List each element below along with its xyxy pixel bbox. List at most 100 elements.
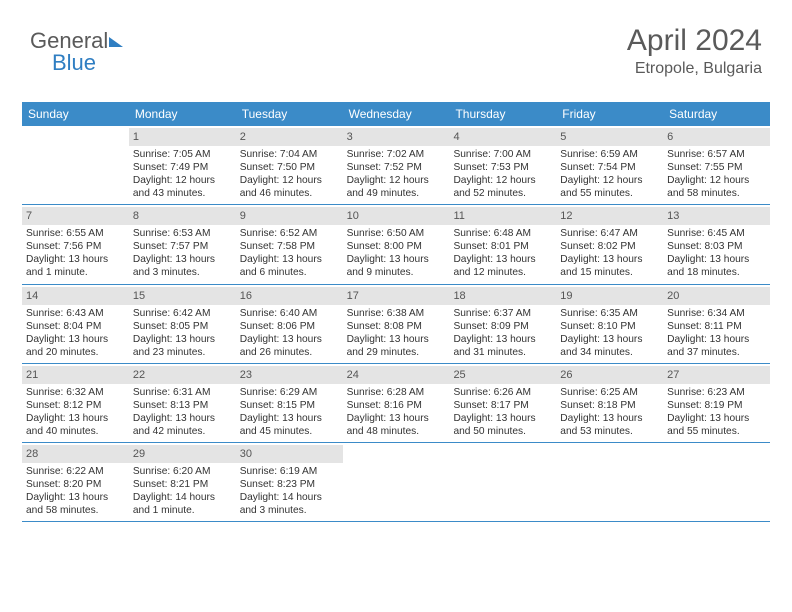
- sunset-text: Sunset: 7:56 PM: [26, 240, 125, 253]
- sunrise-text: Sunrise: 6:38 AM: [347, 307, 446, 320]
- day-cell: 29Sunrise: 6:20 AMSunset: 8:21 PMDayligh…: [129, 443, 236, 521]
- day-cell: [343, 443, 450, 521]
- sunrise-text: Sunrise: 6:19 AM: [240, 465, 339, 478]
- daylight-text: Daylight: 13 hours and 15 minutes.: [560, 253, 659, 279]
- sunset-text: Sunset: 8:13 PM: [133, 399, 232, 412]
- sunrise-text: Sunrise: 6:43 AM: [26, 307, 125, 320]
- sunset-text: Sunset: 8:06 PM: [240, 320, 339, 333]
- sunrise-text: Sunrise: 6:57 AM: [667, 148, 766, 161]
- day-cell: 24Sunrise: 6:28 AMSunset: 8:16 PMDayligh…: [343, 364, 450, 442]
- daylight-text: Daylight: 13 hours and 37 minutes.: [667, 333, 766, 359]
- sunset-text: Sunset: 7:57 PM: [133, 240, 232, 253]
- sunrise-text: Sunrise: 7:00 AM: [453, 148, 552, 161]
- sunset-text: Sunset: 8:04 PM: [26, 320, 125, 333]
- month-title: April 2024: [627, 24, 762, 58]
- day-cell: 1Sunrise: 7:05 AMSunset: 7:49 PMDaylight…: [129, 126, 236, 204]
- dow-friday: Friday: [556, 102, 663, 126]
- daylight-text: Daylight: 13 hours and 31 minutes.: [453, 333, 552, 359]
- sunset-text: Sunset: 8:23 PM: [240, 478, 339, 491]
- daylight-text: Daylight: 13 hours and 26 minutes.: [240, 333, 339, 359]
- sunrise-text: Sunrise: 6:53 AM: [133, 227, 232, 240]
- day-cell: 12Sunrise: 6:47 AMSunset: 8:02 PMDayligh…: [556, 205, 663, 283]
- sunrise-text: Sunrise: 6:26 AM: [453, 386, 552, 399]
- day-number: 12: [556, 207, 663, 225]
- day-number: 5: [556, 128, 663, 146]
- day-number: 17: [343, 287, 450, 305]
- sunset-text: Sunset: 8:02 PM: [560, 240, 659, 253]
- daylight-text: Daylight: 13 hours and 55 minutes.: [667, 412, 766, 438]
- day-cell: 28Sunrise: 6:22 AMSunset: 8:20 PMDayligh…: [22, 443, 129, 521]
- day-number: 18: [449, 287, 556, 305]
- sunrise-text: Sunrise: 6:59 AM: [560, 148, 659, 161]
- dow-wednesday: Wednesday: [343, 102, 450, 126]
- sunrise-text: Sunrise: 6:32 AM: [26, 386, 125, 399]
- day-cell: 22Sunrise: 6:31 AMSunset: 8:13 PMDayligh…: [129, 364, 236, 442]
- daylight-text: Daylight: 13 hours and 20 minutes.: [26, 333, 125, 359]
- day-number: 20: [663, 287, 770, 305]
- sunrise-text: Sunrise: 7:02 AM: [347, 148, 446, 161]
- daylight-text: Daylight: 14 hours and 1 minute.: [133, 491, 232, 517]
- week-row: 28Sunrise: 6:22 AMSunset: 8:20 PMDayligh…: [22, 443, 770, 522]
- week-row: 1Sunrise: 7:05 AMSunset: 7:49 PMDaylight…: [22, 126, 770, 205]
- day-number: 8: [129, 207, 236, 225]
- calendar: Sunday Monday Tuesday Wednesday Thursday…: [22, 102, 770, 522]
- day-cell: 30Sunrise: 6:19 AMSunset: 8:23 PMDayligh…: [236, 443, 343, 521]
- day-number: 10: [343, 207, 450, 225]
- day-number: 21: [22, 366, 129, 384]
- day-cell: 18Sunrise: 6:37 AMSunset: 8:09 PMDayligh…: [449, 285, 556, 363]
- sunset-text: Sunset: 8:01 PM: [453, 240, 552, 253]
- day-cell: 10Sunrise: 6:50 AMSunset: 8:00 PMDayligh…: [343, 205, 450, 283]
- day-number: 7: [22, 207, 129, 225]
- day-number: 23: [236, 366, 343, 384]
- sunrise-text: Sunrise: 6:28 AM: [347, 386, 446, 399]
- sunset-text: Sunset: 8:05 PM: [133, 320, 232, 333]
- day-number: 2: [236, 128, 343, 146]
- day-cell: 8 Sunrise: 6:53 AMSunset: 7:57 PMDaylight…: [129, 205, 236, 283]
- day-number: 22: [129, 366, 236, 384]
- sunset-text: Sunset: 8:17 PM: [453, 399, 552, 412]
- sunset-text: Sunset: 7:49 PM: [133, 161, 232, 174]
- daylight-text: Daylight: 12 hours and 55 minutes.: [560, 174, 659, 200]
- day-number: 24: [343, 366, 450, 384]
- day-number: 26: [556, 366, 663, 384]
- dow-monday: Monday: [129, 102, 236, 126]
- day-number: 25: [449, 366, 556, 384]
- week-row: 7Sunrise: 6:55 AMSunset: 7:56 PMDaylight…: [22, 205, 770, 284]
- sunrise-text: Sunrise: 6:37 AM: [453, 307, 552, 320]
- day-cell: 25Sunrise: 6:26 AMSunset: 8:17 PMDayligh…: [449, 364, 556, 442]
- week-row: 14Sunrise: 6:43 AMSunset: 8:04 PMDayligh…: [22, 285, 770, 364]
- daylight-text: Daylight: 13 hours and 6 minutes.: [240, 253, 339, 279]
- daylight-text: Daylight: 12 hours and 46 minutes.: [240, 174, 339, 200]
- logo-word2: Blue: [52, 50, 123, 76]
- sunrise-text: Sunrise: 6:35 AM: [560, 307, 659, 320]
- sunset-text: Sunset: 8:19 PM: [667, 399, 766, 412]
- day-cell: 11Sunrise: 6:48 AMSunset: 8:01 PMDayligh…: [449, 205, 556, 283]
- daylight-text: Daylight: 13 hours and 9 minutes.: [347, 253, 446, 279]
- sunrise-text: Sunrise: 6:23 AM: [667, 386, 766, 399]
- day-cell: 5Sunrise: 6:59 AMSunset: 7:54 PMDaylight…: [556, 126, 663, 204]
- day-cell: 4Sunrise: 7:00 AMSunset: 7:53 PMDaylight…: [449, 126, 556, 204]
- sunrise-text: Sunrise: 7:04 AM: [240, 148, 339, 161]
- sunrise-text: Sunrise: 6:25 AM: [560, 386, 659, 399]
- day-number: 15: [129, 287, 236, 305]
- sunset-text: Sunset: 8:21 PM: [133, 478, 232, 491]
- day-number: 1: [129, 128, 236, 146]
- daylight-text: Daylight: 13 hours and 58 minutes.: [26, 491, 125, 517]
- day-number: 13: [663, 207, 770, 225]
- daylight-text: Daylight: 12 hours and 58 minutes.: [667, 174, 766, 200]
- sunset-text: Sunset: 8:10 PM: [560, 320, 659, 333]
- sunrise-text: Sunrise: 6:52 AM: [240, 227, 339, 240]
- sunset-text: Sunset: 7:53 PM: [453, 161, 552, 174]
- sunset-text: Sunset: 7:52 PM: [347, 161, 446, 174]
- day-cell: 15Sunrise: 6:42 AMSunset: 8:05 PMDayligh…: [129, 285, 236, 363]
- day-cell: 17Sunrise: 6:38 AMSunset: 8:08 PMDayligh…: [343, 285, 450, 363]
- header: April 2024 Etropole, Bulgaria: [627, 24, 762, 78]
- sunset-text: Sunset: 8:12 PM: [26, 399, 125, 412]
- daylight-text: Daylight: 13 hours and 3 minutes.: [133, 253, 232, 279]
- day-number: 6: [663, 128, 770, 146]
- sunset-text: Sunset: 8:00 PM: [347, 240, 446, 253]
- sunrise-text: Sunrise: 6:48 AM: [453, 227, 552, 240]
- logo: General Blue: [30, 28, 123, 76]
- day-cell: [22, 126, 129, 204]
- daylight-text: Daylight: 12 hours and 43 minutes.: [133, 174, 232, 200]
